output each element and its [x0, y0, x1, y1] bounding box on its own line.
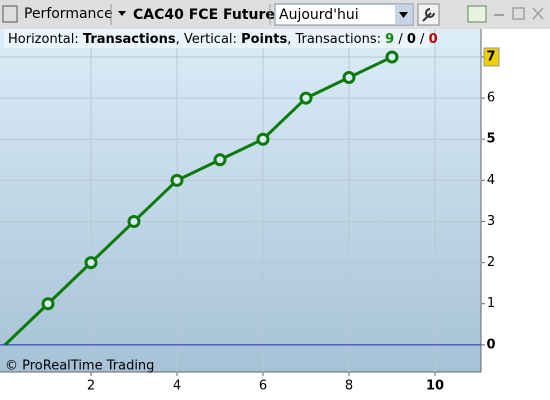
info-text: Transactions	[83, 32, 176, 47]
plot-area	[0, 29, 481, 372]
data-line	[3, 55, 393, 346]
y-tick-label: 1	[487, 296, 495, 311]
x-tick-label: 2	[87, 379, 95, 394]
dropdown-arrow	[399, 12, 408, 18]
minimize-button[interactable]	[494, 14, 504, 16]
data-point	[385, 50, 399, 64]
data-point	[84, 256, 98, 270]
last-value-box	[483, 47, 500, 67]
y-tick-label: 0	[486, 337, 495, 352]
losses: 0	[429, 32, 438, 47]
maximize-button[interactable]	[512, 7, 525, 20]
data-point	[213, 153, 227, 167]
data-point	[342, 71, 356, 85]
indicator-name[interactable]: Performance	[24, 6, 113, 22]
info-text: /	[398, 32, 403, 47]
wins: 9	[385, 32, 394, 47]
x-tick-label: 4	[173, 379, 181, 394]
info-text: Horizontal:	[8, 32, 79, 47]
data-point	[256, 132, 270, 146]
y-tick-label: 7	[486, 49, 495, 64]
wrench-icon	[422, 8, 435, 22]
info-text: , Vertical:	[176, 32, 237, 47]
info-bg	[4, 29, 429, 48]
y-tick-label: 4	[487, 173, 495, 188]
y-axis-area	[481, 29, 550, 400]
close-button[interactable]	[532, 7, 544, 20]
y-tick-label: 6	[487, 91, 495, 106]
data-point	[170, 173, 184, 187]
y-tick-label: 2	[487, 255, 495, 270]
indicator-icon[interactable]	[2, 5, 18, 23]
period[interactable]: Aujourd'hui	[279, 7, 359, 23]
data-point	[127, 214, 141, 228]
info-text: Points	[241, 32, 287, 47]
y-tick-label: 5	[486, 132, 495, 147]
data-point	[41, 297, 55, 311]
dropdown-arrow[interactable]	[118, 11, 126, 16]
info-line: Horizontal: Transactions, Vertical: Poin…	[8, 32, 438, 47]
period-select[interactable]	[274, 3, 414, 26]
info-text: , Transactions:	[287, 32, 381, 47]
export-button[interactable]	[467, 5, 487, 23]
x-tick-label: 8	[345, 379, 353, 394]
neutral: 0	[407, 32, 416, 47]
x-tick-label: 6	[259, 379, 267, 394]
instrument[interactable]: CAC40 FCE Future	[133, 7, 275, 23]
x-tick-label: 10	[426, 379, 444, 394]
info-text: /	[420, 32, 425, 47]
y-tick-label: 3	[487, 214, 495, 229]
data-point	[299, 91, 313, 105]
watermark: © ProRealTime Trading	[5, 359, 154, 374]
